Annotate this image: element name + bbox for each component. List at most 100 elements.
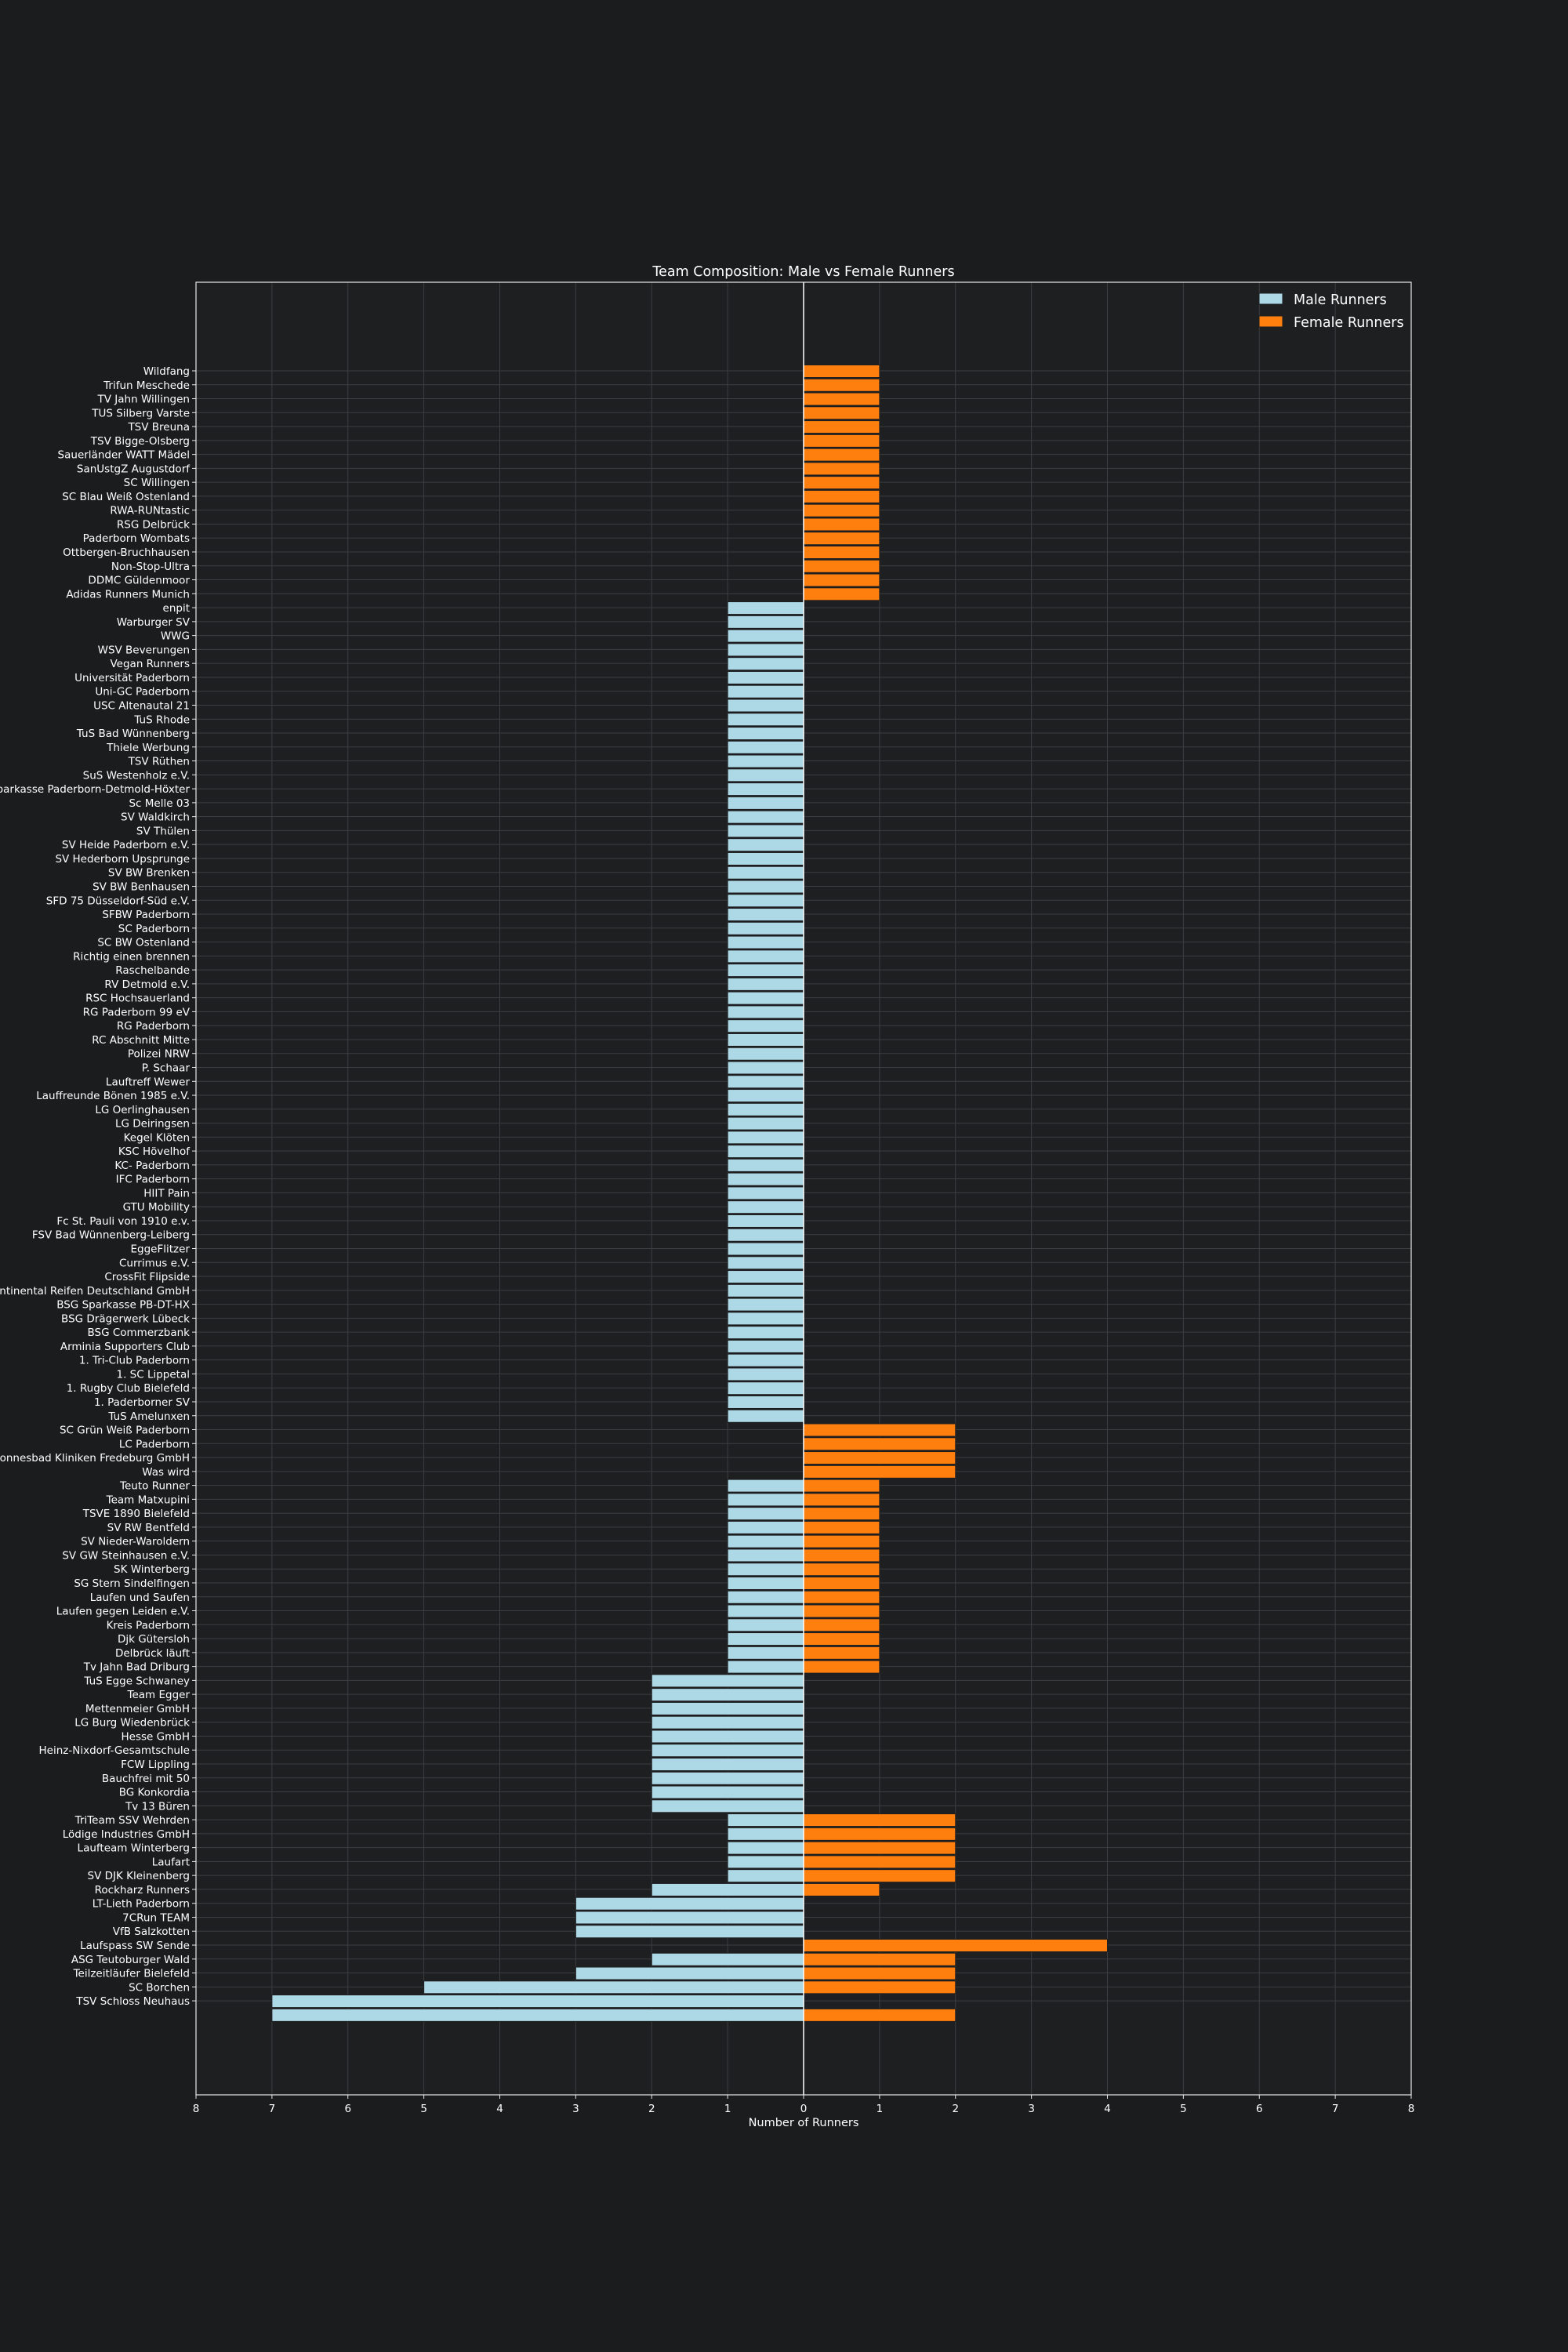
- y-tick-label: Ottbergen-Bruchhausen: [63, 546, 190, 559]
- male-bar: [727, 1563, 804, 1577]
- female-bar: [803, 1869, 956, 1883]
- y-tick-label: EggeFlitzer: [131, 1243, 191, 1256]
- male-bar: [727, 1841, 804, 1855]
- y-tick-label: 7CRun TEAM: [122, 1911, 190, 1924]
- male-bar: [727, 1395, 804, 1409]
- male-bar: [651, 1799, 804, 1813]
- male-bar: [727, 796, 804, 810]
- male-bar: [651, 1715, 804, 1730]
- male-bar: [727, 1367, 804, 1381]
- y-tick-label: Paderborn Wombats: [83, 532, 190, 545]
- x-tick-label: 0: [800, 2103, 808, 2115]
- male-bar: [727, 949, 804, 964]
- male-bar: [727, 935, 804, 949]
- male-bar: [727, 964, 804, 978]
- female-bar: [803, 1437, 956, 1451]
- female-bar: [803, 559, 880, 573]
- y-tick-label: P. Schaar: [142, 1062, 191, 1075]
- male-bar: [727, 1869, 804, 1883]
- y-tick-label: BSG Drägerwerk Lübeck: [61, 1312, 190, 1325]
- y-tick-label: SV BW Brenken: [108, 867, 190, 880]
- x-tick-label: 5: [420, 2103, 427, 2115]
- male-bar: [727, 657, 804, 671]
- male-bar: [727, 629, 804, 643]
- y-tick-label: HIIT Pain: [143, 1187, 190, 1200]
- male-bar: [727, 670, 804, 684]
- x-tick-label: 7: [269, 2103, 276, 2115]
- bars: [271, 365, 1108, 2022]
- male-bar: [727, 1102, 804, 1116]
- female-bar: [803, 1646, 880, 1660]
- male-bar: [727, 1326, 804, 1340]
- female-bar: [803, 462, 880, 476]
- male-bar: [271, 2008, 804, 2022]
- male-bar: [727, 1353, 804, 1367]
- y-tick-label: TuS Egge Schwaney: [83, 1675, 190, 1687]
- female-bar: [803, 1604, 880, 1618]
- y-tick-label: TriTeam SSV Wehrden: [74, 1814, 190, 1827]
- male-bar: [727, 1145, 804, 1159]
- y-tick-label: Continental Reifen Deutschland GmbH: [0, 1285, 190, 1298]
- y-tick-label: SV Nieder-Waroldern: [81, 1536, 190, 1548]
- y-tick-label: SV Thülen: [136, 825, 190, 837]
- y-tick-label: Warburger SV: [117, 616, 191, 629]
- y-tick-label: CrossFit Flipside: [104, 1271, 190, 1283]
- y-tick-label: RG Paderborn 99 eV: [83, 1006, 191, 1018]
- y-tick-label: KC- Paderborn: [114, 1160, 190, 1172]
- female-bar: [803, 1966, 956, 1980]
- male-bar: [727, 1339, 804, 1353]
- female-bar: [803, 503, 880, 517]
- female-bar: [803, 1479, 880, 1493]
- male-bar: [727, 1116, 804, 1131]
- male-bar: [727, 880, 804, 894]
- y-tick-label: SV Hederborn Upsprunge: [55, 853, 190, 866]
- female-bar: [803, 448, 880, 462]
- x-axis-title: Number of Runners: [749, 2117, 859, 2129]
- y-tick-label: Vegan Runners: [110, 658, 190, 670]
- male-bar: [727, 1186, 804, 1200]
- female-bar: [803, 1939, 1108, 1953]
- y-tick-label: WWG: [161, 630, 190, 643]
- female-bar: [803, 1520, 880, 1534]
- y-tick-label: Laufspass SW Sende: [80, 1940, 190, 1952]
- female-bar: [803, 587, 880, 601]
- y-tick-label: RG Paderborn: [117, 1020, 190, 1033]
- male-bar: [727, 1520, 804, 1534]
- legend-swatch-male: [1258, 292, 1283, 305]
- male-bar: [727, 1646, 804, 1660]
- y-tick-label: 1. Tri-Club Paderborn: [79, 1355, 190, 1367]
- y-tick-label: Was wird: [142, 1466, 190, 1479]
- y-tick-label: LC Paderborn: [119, 1438, 190, 1450]
- female-bar: [803, 420, 880, 434]
- male-bar: [651, 1771, 804, 1785]
- male-bar: [727, 1813, 804, 1828]
- y-tick-label: SC BW Ostenland: [97, 937, 190, 949]
- female-bar: [803, 476, 880, 490]
- y-tick-label: SV BW Benhausen: [93, 880, 190, 893]
- male-bar: [727, 1075, 804, 1089]
- y-tick-label: LG Deiringsen: [115, 1118, 190, 1131]
- male-bar: [727, 1089, 804, 1103]
- y-tick-label: FCW Lippling: [121, 1759, 190, 1771]
- female-bar: [803, 434, 880, 448]
- male-bar: [727, 754, 804, 768]
- y-tick-label: SuS Westenholz e.V.: [83, 769, 190, 782]
- x-tick-label: 3: [572, 2103, 579, 2115]
- male-bar: [727, 1172, 804, 1186]
- y-tick-label: TuS Rhode: [133, 713, 190, 726]
- y-tick-label: Lödige Industries GmbH: [63, 1828, 190, 1841]
- legend-label-male: Male Runners: [1294, 292, 1387, 308]
- y-tick-label: Kegel Klöten: [124, 1131, 190, 1144]
- y-tick-label: LG Oerlinghausen: [95, 1104, 190, 1116]
- male-bar: [575, 1966, 804, 1980]
- male-bar: [727, 1228, 804, 1242]
- chart-title: Team Composition: Male vs Female Runners: [652, 264, 954, 280]
- y-tick-label: Laufart: [152, 1856, 190, 1868]
- x-tick-label: 3: [1028, 2103, 1035, 2115]
- y-tick-label: SV Waldkirch: [121, 811, 190, 824]
- y-tick-label: SV DJK Kleinenberg: [88, 1870, 190, 1882]
- y-tick-label: Adidas Runners Munich: [66, 588, 190, 601]
- female-bar: [803, 1827, 956, 1841]
- y-tick-label: Delbrück läuft: [115, 1647, 190, 1660]
- y-tick-label: TuS Bad Wünnenberg: [76, 728, 190, 740]
